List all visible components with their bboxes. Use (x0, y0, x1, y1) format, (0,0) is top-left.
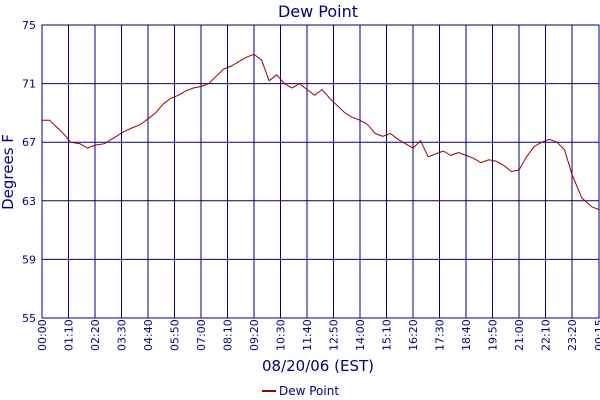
x-tick-label: 07:00 (195, 319, 208, 351)
grid (41, 24, 600, 319)
series-layer (42, 53, 600, 211)
x-tick-label: 12:50 (328, 319, 341, 351)
x-tick-label: 18:40 (460, 319, 473, 351)
y-tick-label: 63 (22, 195, 36, 208)
y-axis-label: Degrees F (0, 134, 17, 210)
x-tick-label: 23:20 (566, 319, 579, 351)
x-tick-label: 01:10 (63, 319, 76, 351)
series-line-dew-point (42, 53, 600, 211)
x-tick-label: 11:40 (301, 319, 314, 351)
plot-border (41, 24, 600, 319)
y-tick-label: 71 (22, 78, 36, 91)
chart-title: Dew Point (278, 2, 358, 21)
x-tick-label: 21:00 (513, 319, 526, 351)
x-axis-label: 08/20/06 (EST) (262, 357, 374, 375)
x-tick-label: 19:50 (487, 319, 500, 351)
x-tick-label: 16:20 (407, 319, 420, 351)
y-tick-label: 55 (22, 312, 36, 325)
y-axis-ticks: 55 59 63 67 71 75 (22, 19, 36, 325)
x-tick-label: 00:15 (593, 319, 600, 351)
x-tick-label: 02:20 (89, 319, 102, 351)
legend-label-dew-point: Dew Point (279, 384, 339, 398)
x-tick-label: 10:30 (275, 319, 288, 351)
y-tick-label: 75 (22, 19, 36, 32)
x-tick-label: 03:30 (116, 319, 129, 351)
x-tick-label: 17:30 (434, 319, 447, 351)
x-tick-label: 22:10 (540, 319, 553, 351)
x-tick-label: 04:40 (142, 319, 155, 351)
x-tick-label: 15:10 (381, 319, 394, 351)
y-tick-label: 67 (22, 136, 36, 149)
legend: Dew Point (262, 384, 339, 398)
x-tick-label: 08:10 (222, 319, 235, 351)
x-tick-label: 00:00 (36, 319, 49, 351)
x-tick-label: 09:20 (248, 319, 261, 351)
x-tick-label: 05:50 (169, 319, 182, 351)
x-tick-label: 14:00 (354, 319, 367, 351)
y-tick-label: 59 (22, 253, 36, 266)
x-axis-ticks: 00:00 01:10 02:20 03:30 04:40 05:50 07:00 08:10… (36, 319, 600, 351)
